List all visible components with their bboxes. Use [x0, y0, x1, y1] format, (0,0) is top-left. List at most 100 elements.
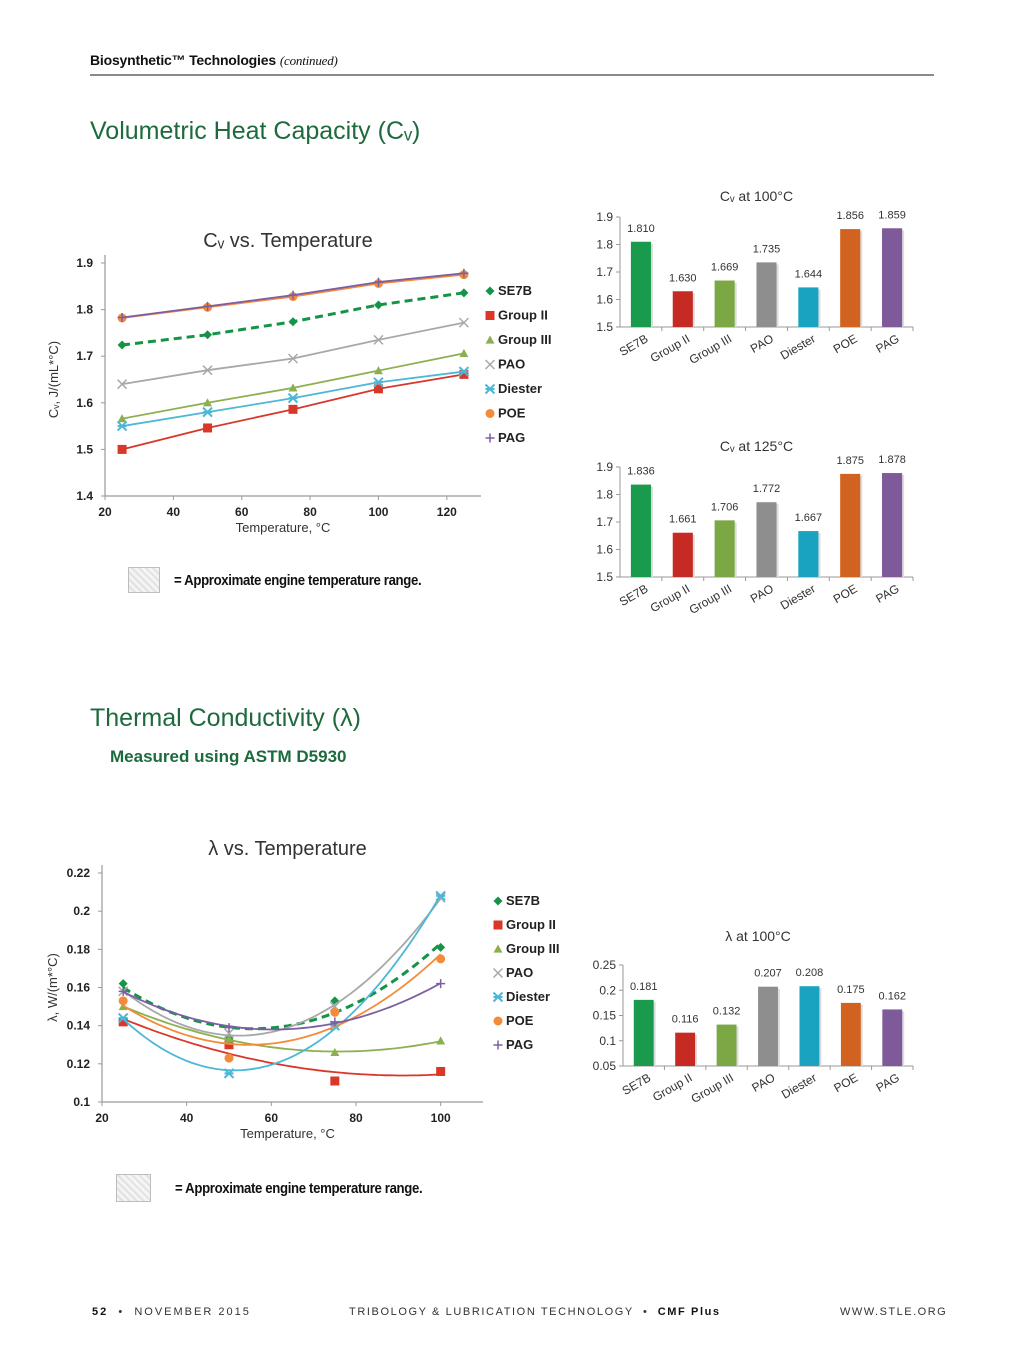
- bar-group-iii: [716, 1024, 737, 1066]
- legend-label: Group II: [498, 308, 548, 323]
- data-label: 1.669: [711, 262, 739, 274]
- series-se7b: [117, 288, 469, 350]
- legend-marker: [484, 383, 496, 395]
- data-point: [458, 317, 469, 328]
- series-line: [121, 321, 465, 386]
- x-tick-label: 100: [431, 1111, 451, 1125]
- x-tick-label: SE7B: [617, 581, 651, 608]
- engine-range-text: = Approximate engine temperature range.: [174, 571, 422, 589]
- series-group-iii: [117, 348, 469, 423]
- y-tick-label: 0.2: [599, 983, 616, 997]
- footer-left: 52 • NOVEMBER 2015: [92, 1306, 251, 1318]
- bar-se7b: [630, 484, 651, 577]
- y-tick-label: 1.7: [76, 349, 93, 363]
- legend-label: PAO: [498, 357, 525, 372]
- x-tick-label: PAG: [873, 581, 901, 605]
- chart-title: Cᵥ at 125°C: [720, 438, 793, 454]
- data-point: [203, 423, 213, 433]
- y-axis-label: Cᵥ, J/(mL*°C): [46, 341, 61, 418]
- x-tick-label: Group III: [687, 581, 734, 616]
- legend-item: PAO: [484, 357, 525, 372]
- data-label: 1.630: [669, 272, 697, 284]
- x-tick-label: SE7B: [617, 331, 651, 358]
- issue-date: NOVEMBER 2015: [134, 1306, 251, 1318]
- data-label: 0.175: [837, 984, 865, 996]
- y-tick-label: 1.8: [596, 488, 613, 502]
- series-poe: [118, 953, 446, 1063]
- bar-pag: [882, 473, 903, 577]
- hatch-swatch-icon: [116, 1174, 151, 1202]
- legend-marker: [484, 359, 496, 370]
- x-tick-label: SE7B: [620, 1070, 654, 1097]
- data-point: [459, 369, 469, 379]
- legend-marker: [493, 1016, 503, 1026]
- bar-group-iii: [714, 280, 735, 327]
- data-label: 1.706: [711, 501, 739, 513]
- x-tick-label: PAG: [874, 1070, 902, 1094]
- y-tick-label: 0.15: [593, 1009, 617, 1023]
- data-point: [118, 1017, 128, 1027]
- data-point: [288, 317, 298, 327]
- bar-diester: [798, 287, 819, 327]
- chart-title: Cᵥ at 100°C: [720, 188, 793, 204]
- legend-label: PAG: [498, 430, 525, 445]
- cv-vs-temperature-chart: Cᵥ vs. Temperature 1.4 1.5 1.6 1.7 1.8 1.9 20 40…: [46, 230, 551, 535]
- data-label: 1.644: [795, 268, 823, 280]
- legend-marker: [493, 1040, 503, 1050]
- data-point: [373, 377, 384, 388]
- legend-marker: [485, 311, 495, 320]
- y-tick-label: 1.8: [596, 238, 613, 252]
- x-tick-label: 100: [368, 505, 388, 519]
- y-tick-label: 1.6: [596, 543, 613, 557]
- x-tick-label: 40: [180, 1111, 194, 1125]
- data-label: 1.667: [795, 512, 823, 524]
- legend-label: Group III: [498, 332, 551, 347]
- data-point: [330, 1076, 340, 1086]
- data-point: [224, 1040, 234, 1050]
- x-tick-label: Group II: [650, 1070, 695, 1104]
- y-tick-label: 0.05: [593, 1059, 617, 1073]
- data-point: [223, 1068, 235, 1079]
- y-tick-label: 1.5: [596, 320, 613, 334]
- data-point: [202, 365, 213, 376]
- data-point: [330, 1007, 340, 1017]
- legend-item: Group III: [485, 332, 551, 347]
- data-point: [117, 414, 127, 423]
- section-name: CMF Plus: [657, 1306, 721, 1318]
- x-tick-label: 80: [349, 1111, 363, 1125]
- bar-diester: [798, 531, 819, 577]
- y-tick-label: 0.14: [67, 1019, 91, 1033]
- data-label: 1.772: [753, 483, 781, 495]
- data-point: [117, 313, 127, 323]
- legend-marker: [485, 286, 495, 296]
- data-point: [459, 268, 469, 278]
- y-tick-label: 1.5: [596, 570, 613, 584]
- data-point: [458, 366, 470, 377]
- y-tick-label: 0.1: [599, 1034, 616, 1048]
- y-tick-label: 1.5: [76, 442, 93, 456]
- data-label: 1.856: [836, 210, 864, 222]
- y-tick-label: 1.4: [76, 489, 93, 503]
- data-label: 1.735: [753, 243, 781, 255]
- data-point: [223, 1028, 235, 1039]
- series-pao: [117, 317, 469, 390]
- y-tick-label: 0.25: [593, 958, 617, 972]
- data-point: [117, 379, 128, 390]
- legend-marker: [485, 409, 495, 418]
- legend-item: Diester: [492, 989, 550, 1004]
- data-point: [287, 392, 299, 404]
- x-tick-label: PAG: [873, 331, 901, 355]
- bar-pag: [882, 1009, 903, 1066]
- publication-name: TRIBOLOGY & LUBRICATION TECHNOLOGY: [349, 1306, 634, 1318]
- running-title: Biosynthetic™ Technologies: [90, 52, 276, 68]
- trendline: [122, 894, 442, 1072]
- legend-marker: [493, 920, 503, 930]
- x-tick-label: PAO: [748, 331, 776, 355]
- bar-group-ii: [675, 1032, 696, 1066]
- y-tick-label: 1.9: [596, 460, 613, 474]
- data-label: 1.661: [669, 514, 697, 526]
- data-label: 1.878: [878, 454, 906, 466]
- engine-range-text: = Approximate engine temperature range.: [175, 1179, 423, 1197]
- legend-item: PAO: [492, 965, 533, 980]
- legend-label: Diester: [506, 989, 550, 1004]
